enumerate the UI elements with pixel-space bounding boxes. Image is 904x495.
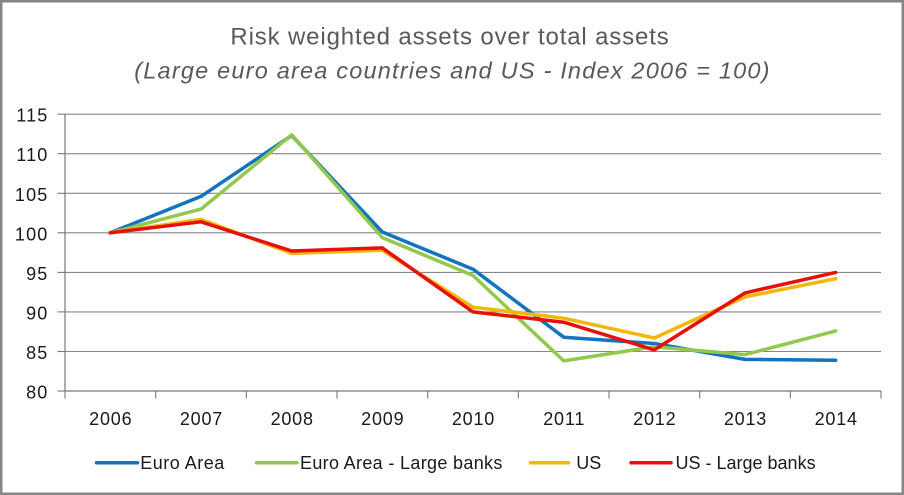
- svg-text:2014: 2014: [815, 409, 858, 429]
- svg-text:2010: 2010: [452, 409, 495, 429]
- svg-text:2013: 2013: [724, 409, 767, 429]
- svg-text:115: 115: [16, 106, 48, 126]
- svg-text:2008: 2008: [271, 409, 314, 429]
- svg-text:US: US: [576, 453, 601, 473]
- svg-text:2009: 2009: [361, 409, 404, 429]
- svg-text:2011: 2011: [543, 409, 585, 429]
- svg-text:95: 95: [26, 264, 48, 284]
- svg-text:80: 80: [26, 383, 48, 403]
- svg-text:Euro Area - Large banks: Euro Area - Large banks: [300, 453, 503, 473]
- svg-text:(Large euro area countries and: (Large euro area countries and US - Inde…: [134, 58, 770, 84]
- svg-text:105: 105: [15, 185, 49, 205]
- svg-text:110: 110: [16, 145, 48, 165]
- svg-text:Risk weighted assets over tota: Risk weighted assets over total assets: [230, 23, 669, 50]
- svg-text:85: 85: [26, 343, 48, 363]
- svg-text:100: 100: [15, 224, 49, 244]
- svg-text:2006: 2006: [89, 409, 132, 429]
- svg-text:Euro Area: Euro Area: [140, 453, 225, 473]
- svg-text:2012: 2012: [633, 409, 676, 429]
- svg-text:2007: 2007: [180, 409, 223, 429]
- svg-text:US - Large banks: US - Large banks: [676, 453, 816, 473]
- svg-text:90: 90: [26, 303, 48, 323]
